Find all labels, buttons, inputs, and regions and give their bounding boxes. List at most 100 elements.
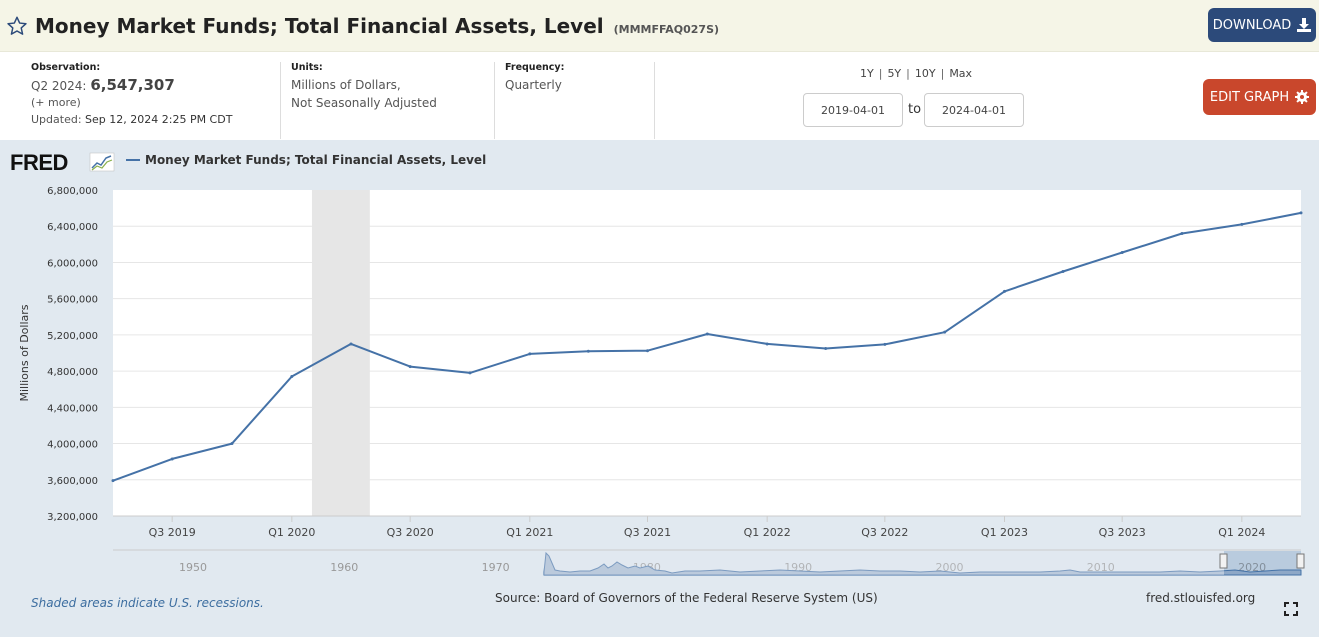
page-title: Money Market Funds; Total Financial Asse…: [35, 14, 719, 38]
start-date-input[interactable]: 2019-04-01: [803, 93, 903, 127]
data-point[interactable]: [528, 352, 532, 356]
y-tick-label: 3,200,000: [47, 512, 98, 523]
download-label: DOWNLOAD: [1212, 17, 1292, 33]
data-point[interactable]: [408, 365, 412, 369]
data-point[interactable]: [1002, 289, 1006, 293]
x-tick-label: Q1 2024: [1218, 526, 1265, 539]
range-link-10y[interactable]: 10Y: [914, 67, 936, 80]
y-axis-label: Millions of Dollars: [18, 304, 31, 401]
y-tick-label: 6,400,000: [47, 222, 98, 233]
fred-logo: FRED: [10, 150, 115, 174]
to-label: to: [908, 102, 922, 117]
data-point[interactable]: [1240, 222, 1244, 226]
updated-value: Sep 12, 2024 2:25 PM CDT: [85, 113, 233, 126]
data-point[interactable]: [468, 371, 472, 375]
navigator-tick-label: 1960: [330, 561, 358, 574]
edit-graph-label: EDIT GRAPH: [1209, 89, 1290, 105]
data-point[interactable]: [646, 349, 650, 353]
units-line-1: Millions of Dollars,: [291, 78, 401, 92]
observation-line: Q2 2024: 6,547,307: [31, 76, 232, 95]
range-link-max[interactable]: Max: [949, 67, 973, 80]
frequency-block: Frequency: Quarterly: [505, 62, 564, 94]
x-tick-label: Q3 2023: [1099, 526, 1146, 539]
data-point[interactable]: [1120, 250, 1124, 254]
x-tick-label: Q1 2023: [981, 526, 1028, 539]
y-tick-label: 4,800,000: [47, 367, 98, 378]
range-link-5y[interactable]: 5Y: [887, 67, 902, 80]
range-link-1y[interactable]: 1Y: [860, 67, 874, 80]
gear-icon: [1295, 90, 1310, 104]
navigator-series: [543, 551, 1302, 576]
data-point[interactable]: [765, 342, 769, 346]
data-point[interactable]: [1299, 211, 1303, 215]
observation-block: Observation: Q2 2024: 6,547,307 (+ more)…: [31, 62, 232, 129]
units-line-2: Not Seasonally Adjusted: [291, 96, 437, 110]
y-tick-label: 4,400,000: [47, 403, 98, 414]
data-point[interactable]: [824, 346, 828, 350]
updated-label: Updated:: [31, 113, 82, 126]
y-tick-label: 6,000,000: [47, 258, 98, 269]
navigator-selection[interactable]: [1224, 551, 1301, 575]
observation-period: Q2 2024:: [31, 79, 87, 93]
data-point[interactable]: [170, 457, 174, 461]
legend-label: Money Market Funds; Total Financial Asse…: [145, 153, 487, 167]
data-point[interactable]: [111, 479, 115, 483]
download-icon: [1297, 18, 1312, 32]
navigator-tick-label: 2020: [1238, 561, 1266, 574]
observation-value: 6,547,307: [90, 76, 175, 94]
data-point[interactable]: [705, 332, 709, 336]
divider: [654, 62, 655, 139]
frequency-value: Quarterly: [505, 78, 562, 92]
source-text: Source: Board of Governors of the Federa…: [495, 591, 878, 605]
data-point[interactable]: [230, 442, 234, 446]
fred-url-link[interactable]: fred.stlouisfed.org: [1146, 591, 1256, 605]
updated-line: Updated: Sep 12, 2024 2:25 PM CDT: [31, 111, 232, 129]
series-title: Money Market Funds; Total Financial Asse…: [35, 14, 604, 38]
chart-legend: Money Market Funds; Total Financial Asse…: [126, 153, 486, 167]
navigator-unselected-mask: [544, 551, 1224, 575]
x-tick-label: Q1 2022: [744, 526, 791, 539]
x-tick-label: Q3 2019: [149, 526, 196, 539]
end-date-input[interactable]: 2024-04-01: [924, 93, 1024, 127]
fullscreen-icon[interactable]: [1284, 602, 1298, 616]
legend-swatch: [126, 159, 140, 161]
data-point[interactable]: [349, 342, 353, 346]
recession-note-link[interactable]: Shaded areas indicate U.S. recessions.: [31, 596, 264, 610]
x-tick-label: Q1 2020: [268, 526, 315, 539]
x-tick-label: Q1 2021: [506, 526, 553, 539]
recession-band: [311, 190, 370, 516]
y-tick-label: 4,000,000: [47, 440, 98, 451]
navigator-tick-label: 1950: [179, 561, 207, 574]
units-block: Units: Millions of Dollars, Not Seasonal…: [291, 62, 437, 112]
data-point[interactable]: [1061, 270, 1065, 273]
frequency-label: Frequency:: [505, 62, 565, 73]
navigator-tick-label: 2010: [1087, 561, 1115, 574]
data-point[interactable]: [883, 342, 887, 346]
x-tick-label: Q3 2022: [861, 526, 908, 539]
title-bar: Money Market Funds; Total Financial Asse…: [0, 0, 1319, 52]
navigator-handle-left[interactable]: [1219, 553, 1228, 569]
divider: [494, 62, 495, 139]
data-point[interactable]: [943, 330, 947, 334]
y-tick-label: 5,200,000: [47, 331, 98, 342]
y-tick-label: 6,800,000: [47, 186, 98, 197]
series-id: (MMMFFAQ027S): [613, 23, 720, 36]
x-tick-label: Q3 2021: [624, 526, 671, 539]
data-point[interactable]: [1180, 231, 1184, 235]
x-tick-label: Q3 2020: [387, 526, 434, 539]
navigator-tick-label: 1970: [482, 561, 510, 574]
y-tick-label: 5,600,000: [47, 295, 98, 306]
observation-label: Observation:: [31, 62, 101, 73]
navigator-handle-right[interactable]: [1296, 553, 1305, 569]
edit-graph-button[interactable]: EDIT GRAPH: [1203, 79, 1316, 115]
divider: [280, 62, 281, 139]
range-links: 1Y | 5Y | 10Y | Max: [860, 67, 973, 80]
more-link[interactable]: (+ more): [31, 96, 81, 109]
units-label: Units:: [291, 62, 323, 73]
download-button[interactable]: DOWNLOAD: [1208, 8, 1316, 42]
data-point[interactable]: [586, 349, 590, 353]
star-icon[interactable]: [6, 15, 28, 37]
plot-background: [113, 190, 1301, 516]
data-point[interactable]: [290, 375, 294, 379]
